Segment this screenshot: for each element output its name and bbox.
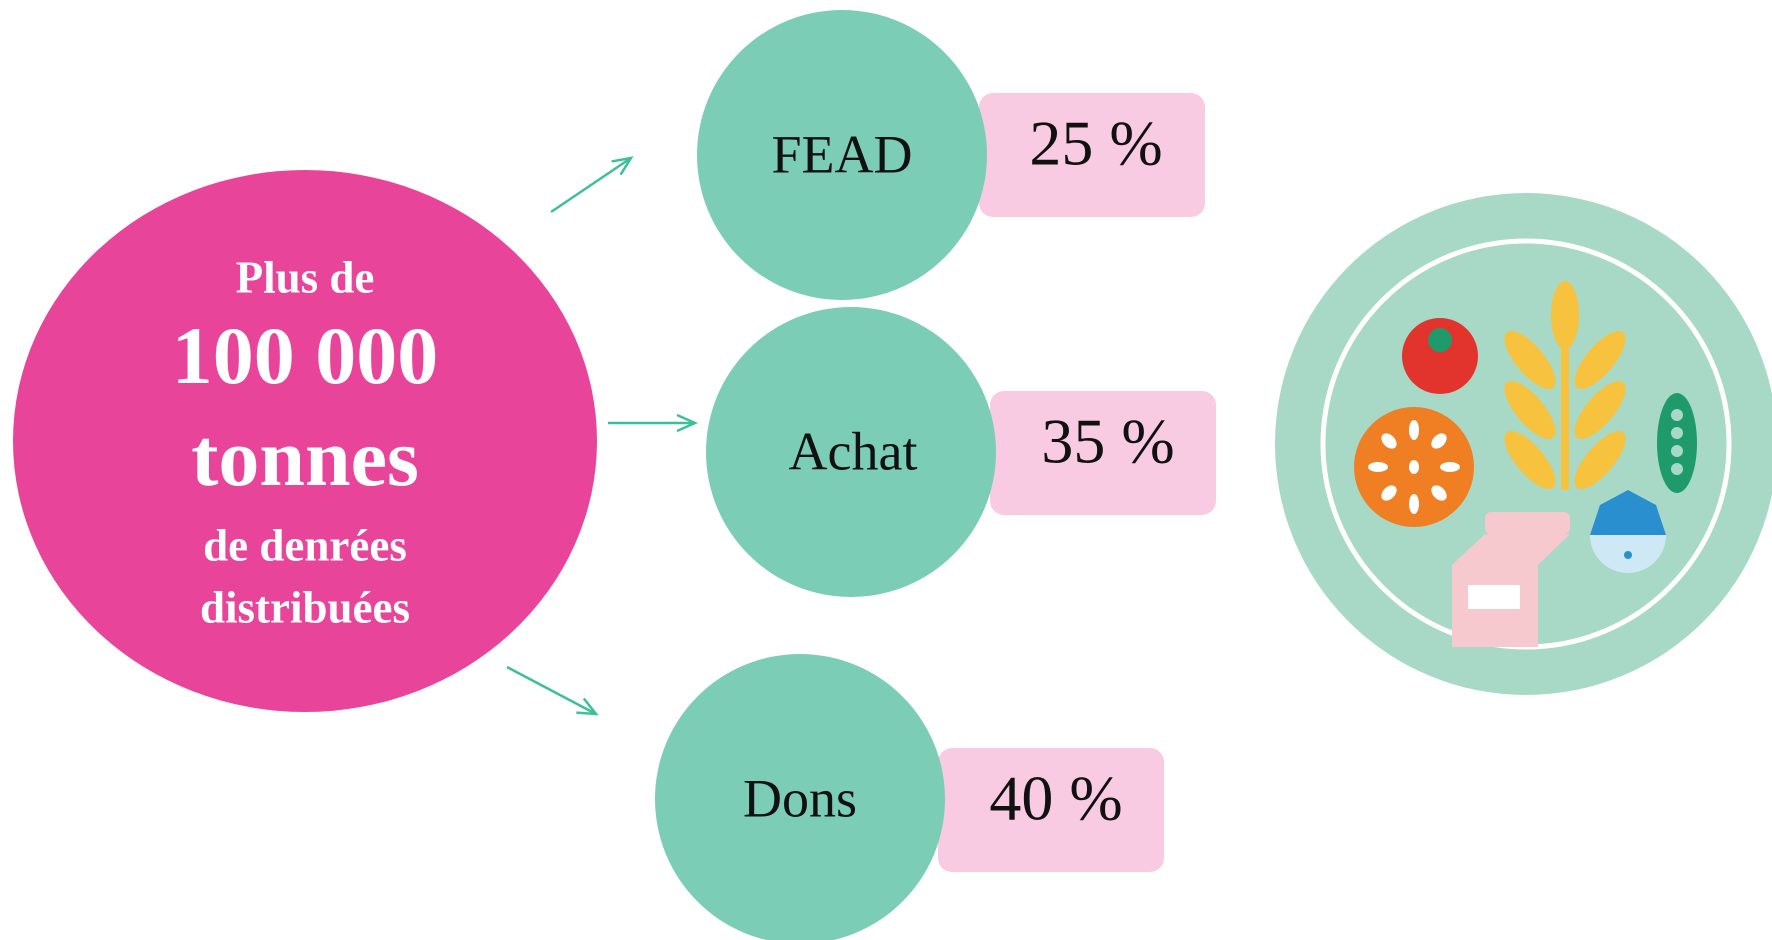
node-label: Achat — [789, 421, 918, 481]
food-plate-icon — [1275, 193, 1772, 695]
source-line: 100 000 — [172, 310, 439, 401]
node-share: 25 % — [1029, 108, 1162, 179]
arrow — [507, 667, 596, 714]
source-line: de denrées — [203, 520, 407, 570]
node-share: 35 % — [1041, 406, 1174, 477]
node-label: FEAD — [771, 124, 912, 184]
arrow — [551, 158, 631, 212]
source-line: tonnes — [191, 412, 419, 503]
source-line: distribuées — [200, 582, 410, 632]
source-line: Plus de — [236, 252, 375, 302]
node-label: Dons — [743, 768, 857, 828]
diagram: Plus de 100 000 tonnes de denrées distri… — [0, 0, 1772, 940]
node-share: 40 % — [989, 763, 1122, 834]
